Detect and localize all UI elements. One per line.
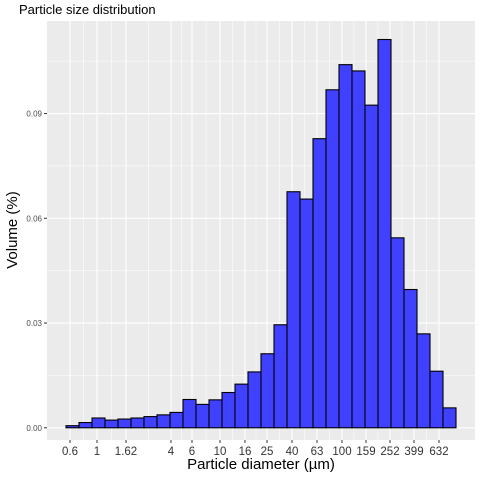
bar (65, 425, 80, 429)
bar (208, 399, 223, 429)
y-tick-label: 0.03 (26, 319, 42, 328)
bars (65, 38, 457, 429)
bar (234, 383, 249, 429)
x-tick-label: 1 (94, 446, 100, 458)
bar (247, 371, 262, 429)
bar (403, 288, 418, 429)
bar (260, 353, 275, 429)
bar (312, 138, 327, 429)
bar (169, 411, 184, 429)
y-axis: 0.00 0.03 0.06 0.09 (26, 110, 47, 433)
x-tick-label: 100 (332, 446, 351, 458)
bar (390, 237, 405, 429)
x-tick-label: 632 (429, 446, 448, 458)
bar (442, 407, 457, 429)
bar (299, 198, 314, 429)
bar (78, 421, 93, 429)
x-tick-label: 10 (214, 446, 227, 458)
x-axis: 0.6 1 1.62 4 6 10 16 25 40 63 100 159 252 399 632 (62, 440, 449, 458)
x-tick-label: 399 (404, 446, 423, 458)
x-tick-label: 40 (286, 446, 299, 458)
bar (221, 391, 236, 429)
bar (195, 403, 210, 429)
y-axis-title: Volume (%) (4, 191, 21, 269)
bar (143, 416, 158, 429)
bar (91, 417, 106, 429)
bar (273, 324, 288, 429)
bar (364, 104, 379, 429)
bar (286, 191, 301, 429)
x-tick-label: 4 (168, 446, 175, 458)
bar (117, 418, 132, 429)
bar (338, 64, 353, 429)
bar (351, 70, 366, 429)
bar (416, 333, 431, 429)
y-tick-label: 0.00 (26, 424, 42, 433)
x-tick-label: 252 (380, 446, 399, 458)
x-tick-label: 16 (239, 446, 252, 458)
x-tick-label: 25 (261, 446, 274, 458)
x-axis-title: Particle diameter (µm) (187, 456, 335, 473)
bar (429, 370, 444, 429)
bar (377, 38, 392, 429)
y-tick-label: 0.06 (26, 214, 42, 223)
bar (104, 419, 119, 429)
x-tick-label: 0.6 (62, 446, 78, 458)
bar (325, 89, 340, 429)
bar (182, 398, 197, 429)
bar (130, 417, 145, 429)
x-tick-label: 159 (356, 446, 375, 458)
chart-title: Particle size distribution (19, 2, 156, 17)
y-tick-label: 0.09 (26, 110, 42, 119)
bar (156, 414, 171, 429)
x-tick-label: 1.62 (115, 446, 137, 458)
x-tick-label: 6 (189, 446, 195, 458)
x-tick-label: 63 (311, 446, 324, 458)
